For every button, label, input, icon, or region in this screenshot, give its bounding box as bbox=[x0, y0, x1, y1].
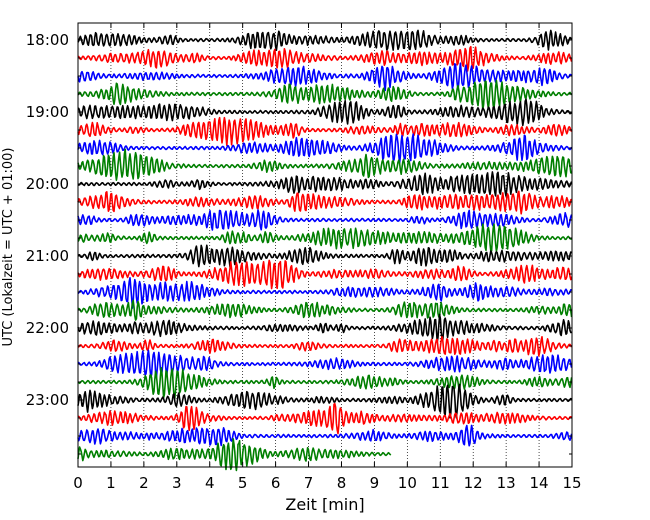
y-tick-label: 22:00 bbox=[26, 319, 69, 337]
trace-group bbox=[77, 29, 573, 472]
trace-2145 bbox=[77, 299, 573, 321]
x-axis-ticks: 0 1 2 3 4 5 6 7 8 9 10 11 12 13 14 15 bbox=[73, 23, 582, 492]
trace-2345 bbox=[77, 438, 392, 472]
x-tick-label: 11 bbox=[431, 474, 450, 492]
y-axis-ticks: 18:00 19:00 20:00 21:00 22:00 23:00 bbox=[26, 31, 572, 455]
trace-2030 bbox=[77, 209, 573, 231]
x-axis-label: Zeit [min] bbox=[285, 495, 364, 514]
trace-1815 bbox=[77, 45, 573, 72]
x-tick-label: 6 bbox=[271, 474, 281, 492]
x-tick-label: 4 bbox=[205, 474, 215, 492]
y-tick-label: 18:00 bbox=[26, 31, 69, 49]
y-tick-label: 20:00 bbox=[26, 175, 69, 193]
trace-2115 bbox=[77, 259, 573, 290]
x-tick-label: 15 bbox=[562, 474, 581, 492]
plot-frame bbox=[77, 22, 573, 468]
x-tick-label: 1 bbox=[106, 474, 116, 492]
x-tick-label: 9 bbox=[370, 474, 380, 492]
trace-2215 bbox=[77, 335, 573, 357]
trace-2200 bbox=[77, 313, 573, 343]
trace-2045 bbox=[77, 223, 572, 252]
x-tick-label: 0 bbox=[73, 474, 83, 492]
trace-1930 bbox=[77, 133, 573, 164]
trace-1800 bbox=[77, 29, 573, 52]
x-tick-label: 5 bbox=[238, 474, 248, 492]
trace-2300 bbox=[77, 383, 573, 419]
trace-2000 bbox=[77, 171, 573, 197]
x-tick-label: 13 bbox=[497, 474, 516, 492]
y-axis-label: UTC (Lokalzeit = UTC + 01:00) bbox=[1, 148, 16, 347]
trace-1845 bbox=[77, 79, 573, 111]
trace-2100 bbox=[77, 244, 572, 268]
trace-1915 bbox=[77, 116, 573, 147]
trace-2130 bbox=[77, 276, 573, 309]
x-tick-label: 3 bbox=[172, 474, 182, 492]
trace-2230 bbox=[77, 349, 573, 379]
x-tick-label: 10 bbox=[398, 474, 417, 492]
x-tick-label: 12 bbox=[464, 474, 483, 492]
trace-1945 bbox=[77, 148, 573, 181]
trace-1830 bbox=[77, 62, 573, 92]
trace-2245 bbox=[77, 366, 573, 400]
trace-1900 bbox=[77, 98, 573, 127]
x-tick-label: 7 bbox=[304, 474, 314, 492]
trace-2330 bbox=[77, 424, 573, 447]
x-tick-label: 2 bbox=[139, 474, 149, 492]
y-tick-label: 19:00 bbox=[26, 103, 69, 121]
trace-2315 bbox=[77, 402, 573, 435]
y-tick-label: 23:00 bbox=[26, 391, 69, 409]
trace-2015 bbox=[77, 190, 572, 215]
x-tick-label: 14 bbox=[530, 474, 549, 492]
x-tick-label: 8 bbox=[337, 474, 347, 492]
y-tick-label: 21:00 bbox=[26, 247, 69, 265]
